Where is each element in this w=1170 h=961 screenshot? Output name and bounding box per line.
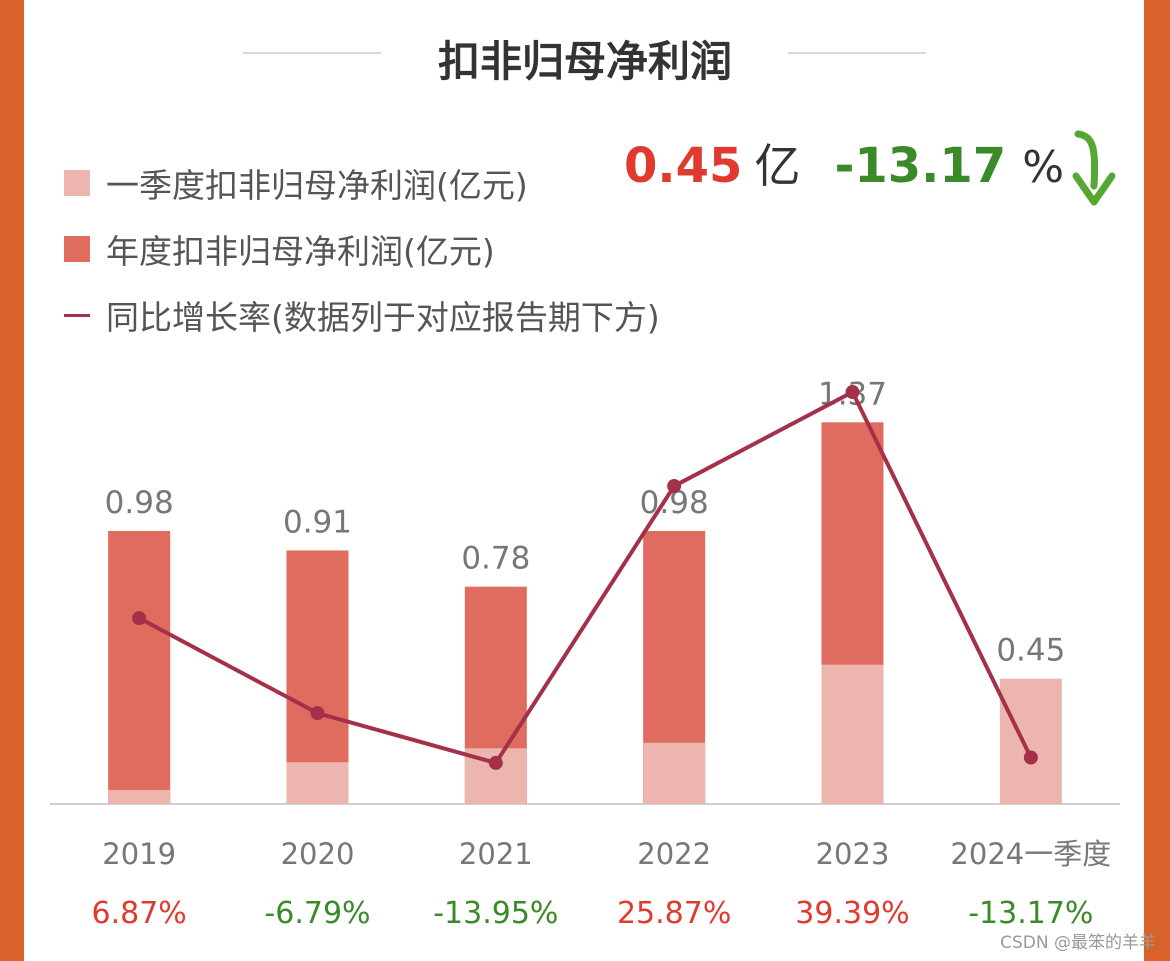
bar-value-label: 0.91 <box>283 504 352 540</box>
legend-swatch-annual <box>64 236 90 262</box>
title-divider-left <box>243 52 381 54</box>
annual-bar <box>286 550 349 804</box>
growth-point <box>310 706 325 721</box>
kpi-unit: 亿 <box>754 139 801 193</box>
legend-swatch-q1 <box>64 170 90 196</box>
title-area: 扣非归母净利润 <box>0 22 1170 86</box>
growth-rate-label: -6.79% <box>264 896 370 931</box>
q1-bar <box>999 678 1062 804</box>
kpi-summary: 0.45 亿 -13.17 % <box>624 130 1064 196</box>
legend: 一季度扣非归母净利润(亿元) 年度扣非归母净利润(亿元) 同比增长率(数据列于对… <box>64 150 660 348</box>
growth-rate-label: 6.87% <box>92 896 187 931</box>
x-tick-label: 2020 <box>281 837 355 871</box>
legend-label-annual: 年度扣非归母净利润(亿元) <box>106 232 495 271</box>
legend-swatch-growth <box>64 313 90 317</box>
kpi-change-unit: % <box>1022 142 1064 193</box>
growth-point <box>488 755 503 770</box>
q1-bar <box>286 762 349 804</box>
growth-point <box>667 479 682 494</box>
growth-rate-label: 39.39% <box>795 896 909 931</box>
growth-rate-label: 25.87% <box>617 896 731 931</box>
q1-bar <box>821 664 884 804</box>
q1-bar <box>643 742 706 804</box>
growth-point <box>1023 750 1038 765</box>
legend-item-annual[interactable]: 年度扣非归母净利润(亿元) <box>64 216 660 282</box>
q1-bar <box>108 790 171 804</box>
legend-label-q1: 一季度扣非归母净利润(亿元) <box>106 166 528 205</box>
kpi-change: -13.17 <box>834 138 1007 194</box>
growth-point <box>845 385 860 400</box>
growth-line <box>138 390 1033 765</box>
growth-rate-label: -13.17% <box>968 896 1093 931</box>
growth-rate-label: -13.95% <box>433 896 558 931</box>
bar-value-label: 0.78 <box>461 541 530 577</box>
watermark: CSDN @最笨的羊羊 <box>1000 933 1156 953</box>
kpi-value: 0.45 <box>624 138 743 194</box>
annual-bar <box>108 530 171 804</box>
chart-title: 扣非归母净利润 <box>437 37 732 86</box>
bar-value-label: 0.98 <box>105 485 174 521</box>
x-tick-label: 2021 <box>459 837 533 871</box>
arrow-down-icon <box>1072 130 1116 206</box>
title-divider-right <box>788 52 926 54</box>
x-tick-label: 2022 <box>637 837 711 871</box>
legend-item-growth[interactable]: 同比增长率(数据列于对应报告期下方) <box>64 282 660 348</box>
growth-point <box>132 611 147 626</box>
legend-item-q1[interactable]: 一季度扣非归母净利润(亿元) <box>64 150 660 216</box>
x-tick-label: 2023 <box>816 837 890 871</box>
x-tick-label: 2024一季度 <box>950 837 1111 871</box>
legend-label-growth: 同比增长率(数据列于对应报告期下方) <box>106 298 660 337</box>
chart-card <box>24 0 1144 961</box>
x-tick-label: 2019 <box>102 837 176 871</box>
bar-value-label: 0.45 <box>996 633 1065 669</box>
